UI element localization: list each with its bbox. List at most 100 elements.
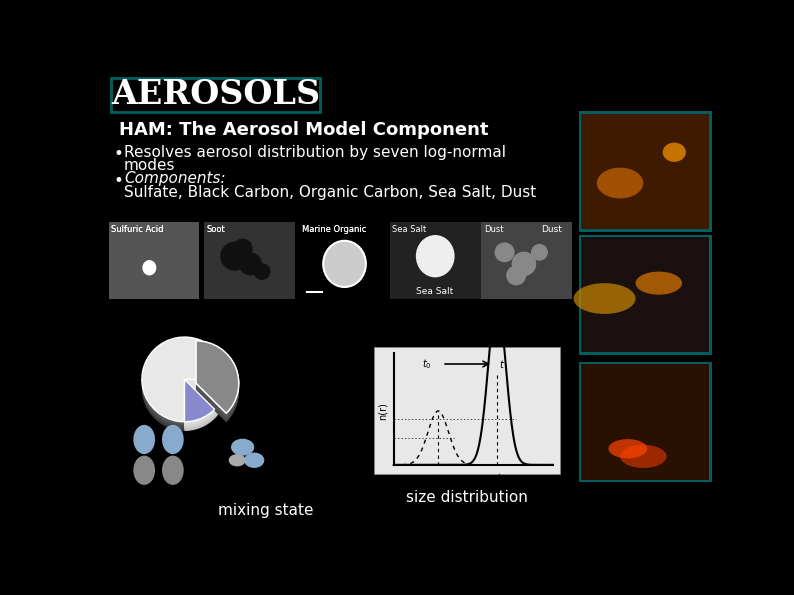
Text: Sulfate, Black Carbon, Organic Carbon, Sea Salt, Dust: Sulfate, Black Carbon, Organic Carbon, S… <box>124 186 536 201</box>
Text: mixing state: mixing state <box>218 503 314 518</box>
Wedge shape <box>196 341 239 413</box>
Wedge shape <box>142 346 227 430</box>
Bar <box>109 221 199 299</box>
Bar <box>579 362 711 482</box>
Text: $t$: $t$ <box>499 358 506 370</box>
Wedge shape <box>142 345 227 430</box>
Text: Sulfuric Acid: Sulfuric Acid <box>111 225 164 234</box>
Ellipse shape <box>142 260 156 275</box>
Wedge shape <box>196 343 239 415</box>
Wedge shape <box>196 345 239 417</box>
Ellipse shape <box>133 456 155 485</box>
Ellipse shape <box>323 241 366 287</box>
Bar <box>375 347 561 474</box>
Ellipse shape <box>231 439 254 456</box>
Text: Soot: Soot <box>206 225 225 234</box>
Text: AEROSOLS: AEROSOLS <box>111 79 320 111</box>
Circle shape <box>532 245 547 260</box>
Wedge shape <box>142 337 227 422</box>
Wedge shape <box>184 345 227 430</box>
Ellipse shape <box>620 445 666 468</box>
Text: Sulfuric Acid: Sulfuric Acid <box>111 225 164 234</box>
Text: Marine Organic: Marine Organic <box>302 225 366 234</box>
Bar <box>579 111 711 231</box>
Text: size distribution: size distribution <box>407 490 528 505</box>
Bar <box>481 221 572 299</box>
Ellipse shape <box>573 283 635 314</box>
Wedge shape <box>142 339 227 423</box>
Wedge shape <box>184 338 227 422</box>
Text: Sea Salt: Sea Salt <box>392 225 426 234</box>
Bar <box>581 114 709 229</box>
Wedge shape <box>184 339 227 424</box>
Bar <box>481 221 572 299</box>
Circle shape <box>495 243 514 262</box>
Bar <box>109 221 199 299</box>
Ellipse shape <box>635 271 682 295</box>
Wedge shape <box>196 346 239 418</box>
Bar <box>390 221 480 299</box>
Text: Resolves aerosol distribution by seven log-normal: Resolves aerosol distribution by seven l… <box>124 145 506 159</box>
Bar <box>581 364 709 480</box>
Circle shape <box>233 239 252 258</box>
Text: •: • <box>114 145 123 162</box>
Ellipse shape <box>245 453 264 468</box>
Circle shape <box>240 253 261 275</box>
Bar <box>299 221 390 299</box>
Wedge shape <box>142 343 227 428</box>
Bar <box>299 221 390 299</box>
Wedge shape <box>184 340 227 425</box>
Wedge shape <box>196 346 239 419</box>
Wedge shape <box>184 339 227 423</box>
Ellipse shape <box>162 425 183 454</box>
Wedge shape <box>184 341 227 425</box>
Wedge shape <box>196 349 239 422</box>
Text: HAM: The Aerosol Model Component: HAM: The Aerosol Model Component <box>118 121 488 139</box>
Bar <box>204 221 295 299</box>
Wedge shape <box>196 348 239 420</box>
Wedge shape <box>184 343 227 428</box>
Text: Components:: Components: <box>124 171 225 186</box>
Ellipse shape <box>133 425 155 454</box>
Wedge shape <box>196 342 239 414</box>
Wedge shape <box>142 344 227 428</box>
Wedge shape <box>142 341 227 425</box>
Text: Dust: Dust <box>541 225 562 234</box>
Wedge shape <box>184 346 227 431</box>
Wedge shape <box>184 343 227 427</box>
Text: •: • <box>114 171 123 189</box>
Text: Dust: Dust <box>484 225 503 234</box>
Text: $r'$: $r'$ <box>493 472 501 484</box>
Circle shape <box>507 266 526 284</box>
Ellipse shape <box>608 439 647 458</box>
Wedge shape <box>184 344 227 428</box>
Wedge shape <box>142 339 227 424</box>
Text: Marine Organic: Marine Organic <box>302 225 366 234</box>
Ellipse shape <box>229 454 245 466</box>
Wedge shape <box>184 346 227 430</box>
Ellipse shape <box>416 235 455 277</box>
Text: Sea Salt: Sea Salt <box>416 287 453 296</box>
Text: Soot: Soot <box>206 225 225 234</box>
Wedge shape <box>184 380 214 422</box>
Circle shape <box>254 264 270 279</box>
Wedge shape <box>196 349 239 421</box>
Wedge shape <box>196 344 239 416</box>
Wedge shape <box>196 343 239 415</box>
Wedge shape <box>142 340 227 425</box>
Wedge shape <box>142 346 227 431</box>
Text: $t_0$: $t_0$ <box>422 357 432 371</box>
Wedge shape <box>142 338 227 422</box>
Wedge shape <box>142 343 227 427</box>
Wedge shape <box>184 342 227 427</box>
Bar <box>204 221 295 299</box>
Text: $r_0$: $r_0$ <box>434 472 443 486</box>
Bar <box>581 237 709 352</box>
Wedge shape <box>196 341 239 413</box>
Circle shape <box>512 252 536 275</box>
Bar <box>390 221 480 299</box>
Text: r: r <box>554 472 558 483</box>
Ellipse shape <box>162 456 183 485</box>
Bar <box>579 234 711 355</box>
Ellipse shape <box>597 168 643 199</box>
